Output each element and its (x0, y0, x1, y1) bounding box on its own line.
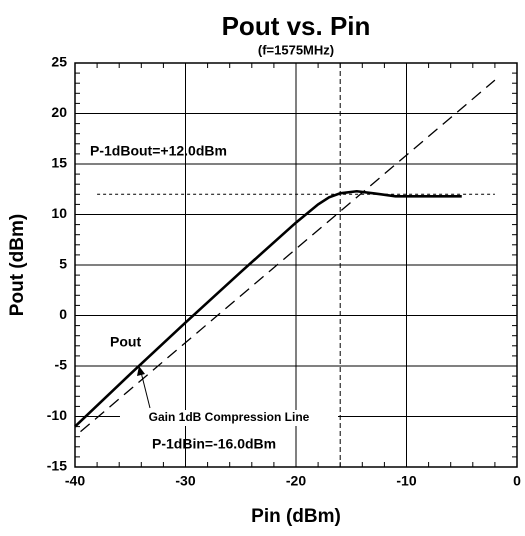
annotation: P-1dBout=+12.0dBm (90, 143, 227, 159)
y-tick-label: 15 (51, 155, 67, 171)
x-tick-label: -40 (65, 473, 85, 489)
y-tick-label: 25 (51, 54, 67, 70)
x-tick-label: -10 (396, 473, 416, 489)
x-tick-label: 0 (513, 473, 521, 489)
chart-subtitle: (f=1575MHz) (258, 42, 334, 57)
y-tick-label: 0 (59, 306, 67, 322)
series-line (80, 79, 496, 433)
y-tick-label: -15 (47, 458, 67, 474)
x-axis-label: Pin (dBm) (251, 506, 341, 527)
y-axis-label: Pout (dBm) (7, 214, 28, 316)
x-tick-label: -20 (286, 473, 306, 489)
y-tick-label: -10 (47, 407, 67, 423)
x-tick-label: -30 (175, 473, 195, 489)
y-tick-label: 20 (51, 104, 67, 120)
chart-title: Pout vs. Pin (222, 11, 371, 41)
arrow-head (137, 366, 145, 376)
plot-frame (74, 62, 518, 468)
series-line (74, 189, 462, 428)
y-tick-label: 10 (51, 205, 67, 221)
annotation: P-1dBin=-16.0dBm (152, 436, 276, 452)
label-bg (120, 410, 338, 426)
series-label: Pout (110, 334, 141, 350)
y-tick-label: -5 (55, 357, 68, 373)
y-tick-label: 5 (59, 256, 67, 272)
arrow (140, 371, 151, 409)
series-label: Gain 1dB Compression Line (149, 410, 310, 424)
